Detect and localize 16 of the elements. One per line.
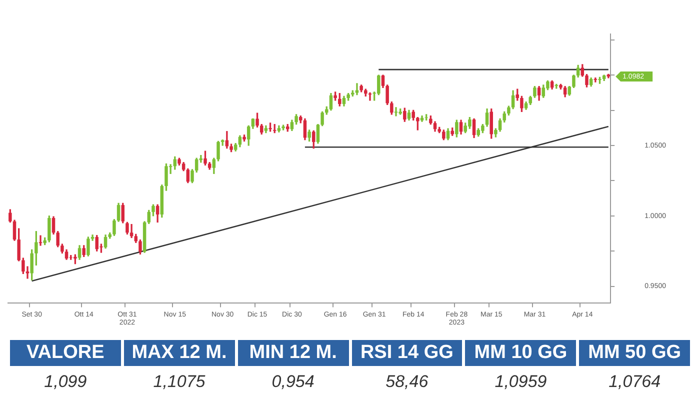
text: MM 10 GG bbox=[465, 340, 576, 366]
text: RSI 14 GG bbox=[352, 340, 462, 366]
text: 1,099 bbox=[43, 371, 88, 393]
text: 1,1075 bbox=[152, 371, 206, 393]
text: MM 50 GG bbox=[579, 340, 690, 366]
candlestick bbox=[368, 92, 372, 101]
text: MAX 12 M. bbox=[124, 340, 235, 366]
text: 58,46 bbox=[384, 371, 430, 393]
candlestick bbox=[130, 224, 134, 238]
candlestick bbox=[38, 235, 42, 246]
text: MIN 12 M. bbox=[238, 340, 348, 366]
candlestick bbox=[355, 83, 359, 96]
text: 0,954 bbox=[270, 371, 316, 393]
text: 1,0959 bbox=[494, 371, 548, 393]
text: 1,0764 bbox=[608, 371, 662, 393]
text: VALORE bbox=[10, 340, 121, 366]
